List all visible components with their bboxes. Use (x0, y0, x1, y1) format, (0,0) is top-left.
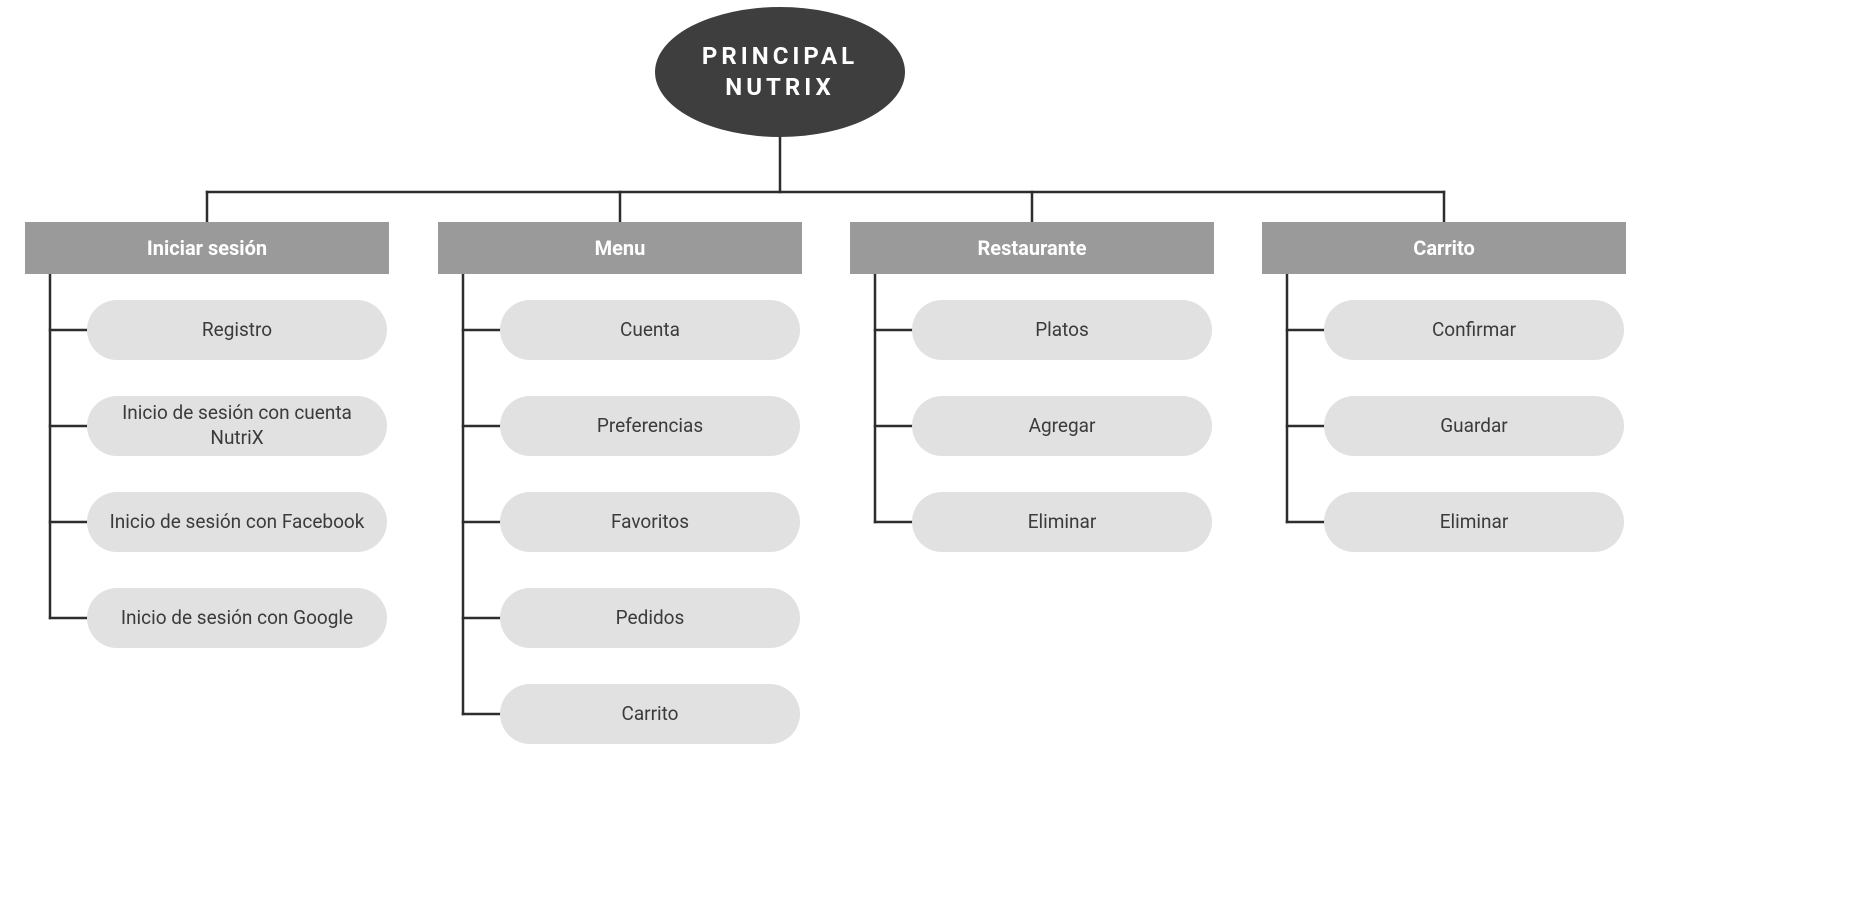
leaf-label: Agregar (1029, 414, 1096, 439)
branch-header-iniciar: Iniciar sesión (25, 222, 389, 274)
branch-header-restaurante: Restaurante (850, 222, 1214, 274)
leaf-label: Registro (202, 318, 272, 343)
leaf-label: Guardar (1440, 414, 1508, 439)
leaf-node: Inicio de sesión con Google (87, 588, 387, 648)
leaf-node: Eliminar (912, 492, 1212, 552)
leaf-node: Pedidos (500, 588, 800, 648)
leaf-node: Cuenta (500, 300, 800, 360)
leaf-node: Favoritos (500, 492, 800, 552)
leaf-label: Pedidos (616, 606, 685, 631)
root-label: PRINCIPALNUTRIX (702, 41, 858, 103)
leaf-label: Inicio de sesión con cuenta NutriX (103, 401, 371, 450)
leaf-label: Inicio de sesión con Google (121, 606, 353, 631)
branch-header-carrito: Carrito (1262, 222, 1626, 274)
branch-label: Carrito (1413, 236, 1475, 260)
leaf-label: Inicio de sesión con Facebook (110, 510, 365, 535)
root-node: PRINCIPALNUTRIX (655, 7, 905, 137)
leaf-node: Agregar (912, 396, 1212, 456)
leaf-label: Platos (1035, 318, 1089, 343)
leaf-node: Guardar (1324, 396, 1624, 456)
diagram-canvas: PRINCIPALNUTRIX Iniciar sesión Registro Ini… (0, 0, 1868, 897)
leaf-node: Confirmar (1324, 300, 1624, 360)
leaf-label: Favoritos (611, 510, 689, 535)
leaf-label: Carrito (621, 702, 678, 727)
leaf-label: Preferencias (597, 414, 703, 439)
leaf-label: Eliminar (1440, 510, 1509, 535)
branch-header-menu: Menu (438, 222, 802, 274)
leaf-node: Inicio de sesión con cuenta NutriX (87, 396, 387, 456)
leaf-label: Cuenta (620, 318, 680, 343)
leaf-node: Platos (912, 300, 1212, 360)
leaf-node: Eliminar (1324, 492, 1624, 552)
leaf-label: Eliminar (1028, 510, 1097, 535)
leaf-node: Inicio de sesión con Facebook (87, 492, 387, 552)
leaf-label: Confirmar (1432, 318, 1516, 343)
branch-label: Iniciar sesión (147, 236, 267, 260)
branch-label: Menu (595, 236, 646, 260)
leaf-node: Registro (87, 300, 387, 360)
leaf-node: Preferencias (500, 396, 800, 456)
leaf-node: Carrito (500, 684, 800, 744)
branch-label: Restaurante (977, 236, 1086, 260)
